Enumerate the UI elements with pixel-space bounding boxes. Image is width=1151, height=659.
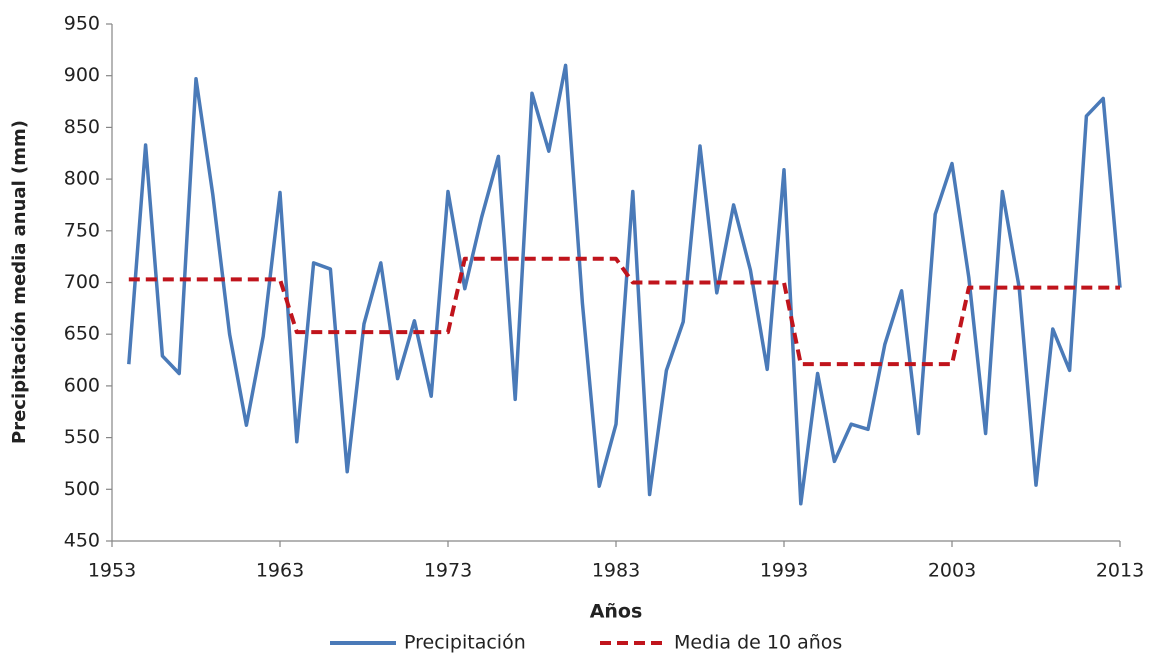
y-tick-label: 600: [64, 374, 100, 396]
x-tick-label: 1983: [592, 560, 640, 582]
x-tick-label: 1953: [88, 560, 136, 582]
y-tick-label: 700: [64, 271, 100, 293]
y-tick-label: 850: [64, 116, 100, 138]
y-tick-label: 950: [64, 13, 100, 35]
y-tick-label: 550: [64, 426, 100, 448]
series-line: [128, 256, 1120, 367]
y-axis-title: Precipitación media anual (mm): [9, 120, 30, 444]
x-tick-label: 1993: [760, 560, 808, 582]
x-tick-label: 1963: [256, 560, 304, 582]
legend-label: Precipitación: [404, 632, 526, 654]
x-tick-label: 1973: [424, 560, 472, 582]
y-tick-label: 900: [64, 64, 100, 86]
x-tick-label: 2013: [1096, 560, 1144, 582]
y-tick-label: 800: [64, 168, 100, 190]
x-tick-label: 2003: [928, 560, 976, 582]
y-tick-label: 650: [64, 323, 100, 345]
series-line: [127, 63, 1122, 506]
y-tick-label: 750: [64, 219, 100, 241]
legend-label: Media de 10 años: [674, 632, 842, 654]
x-axis-title: Años: [590, 601, 643, 623]
y-tick-label: 500: [64, 478, 100, 500]
y-tick-label: 450: [64, 530, 100, 552]
